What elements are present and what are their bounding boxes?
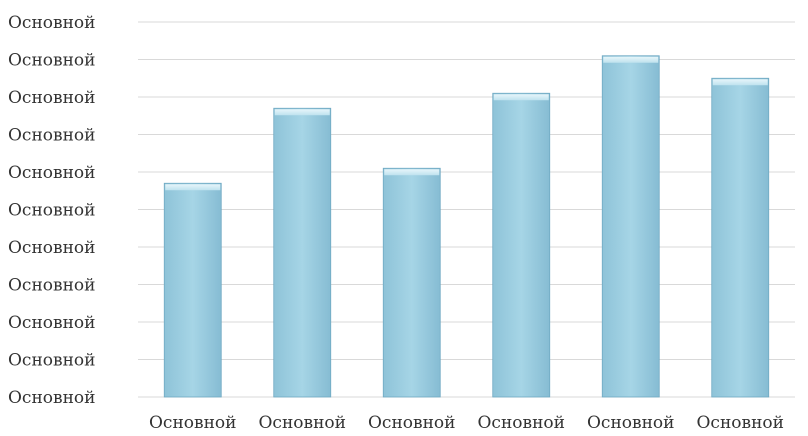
- y-tick-label: Основной: [8, 163, 96, 183]
- x-tick-label: Основной: [478, 413, 566, 433]
- y-axis-tick-labels: Основной Основной Основной Основной Основной…: [8, 13, 96, 408]
- bar: [273, 107, 332, 398]
- y-tick-label: Основной: [8, 13, 96, 33]
- y-tick-label: Основной: [8, 88, 96, 108]
- bar-body: [273, 107, 332, 398]
- bar-highlight: [603, 56, 659, 63]
- bar-body: [163, 182, 222, 398]
- bar-highlight: [712, 79, 768, 86]
- y-tick-label: Основной: [8, 51, 96, 71]
- bar-highlight: [165, 184, 221, 191]
- x-tick-label: Основной: [587, 413, 675, 433]
- y-tick-label: Основной: [8, 388, 96, 408]
- x-tick-label: Основной: [697, 413, 785, 433]
- bar-body: [492, 92, 551, 398]
- gridlines: [138, 21, 795, 398]
- bar-body: [711, 77, 770, 398]
- y-tick-label: Основной: [8, 276, 96, 296]
- bar-body: [601, 55, 660, 398]
- y-tick-label: Основной: [8, 238, 96, 258]
- bar-body: [382, 167, 441, 398]
- bar: [492, 92, 551, 398]
- x-tick-label: Основной: [149, 413, 237, 433]
- bar-highlight: [384, 169, 440, 176]
- bars: [163, 55, 770, 398]
- x-tick-label: Основной: [368, 413, 456, 433]
- bar: [601, 55, 660, 398]
- bar: [382, 167, 441, 398]
- y-tick-label: Основной: [8, 126, 96, 146]
- x-axis-tick-labels: Основной Основной Основной Основной Основной…: [149, 413, 784, 433]
- bar-highlight: [274, 109, 330, 116]
- x-tick-label: Основной: [259, 413, 347, 433]
- y-tick-label: Основной: [8, 313, 96, 333]
- bar-highlight: [493, 94, 549, 101]
- y-tick-label: Основной: [8, 351, 96, 371]
- y-tick-label: Основной: [8, 201, 96, 221]
- bar: [163, 182, 222, 398]
- bar: [711, 77, 770, 398]
